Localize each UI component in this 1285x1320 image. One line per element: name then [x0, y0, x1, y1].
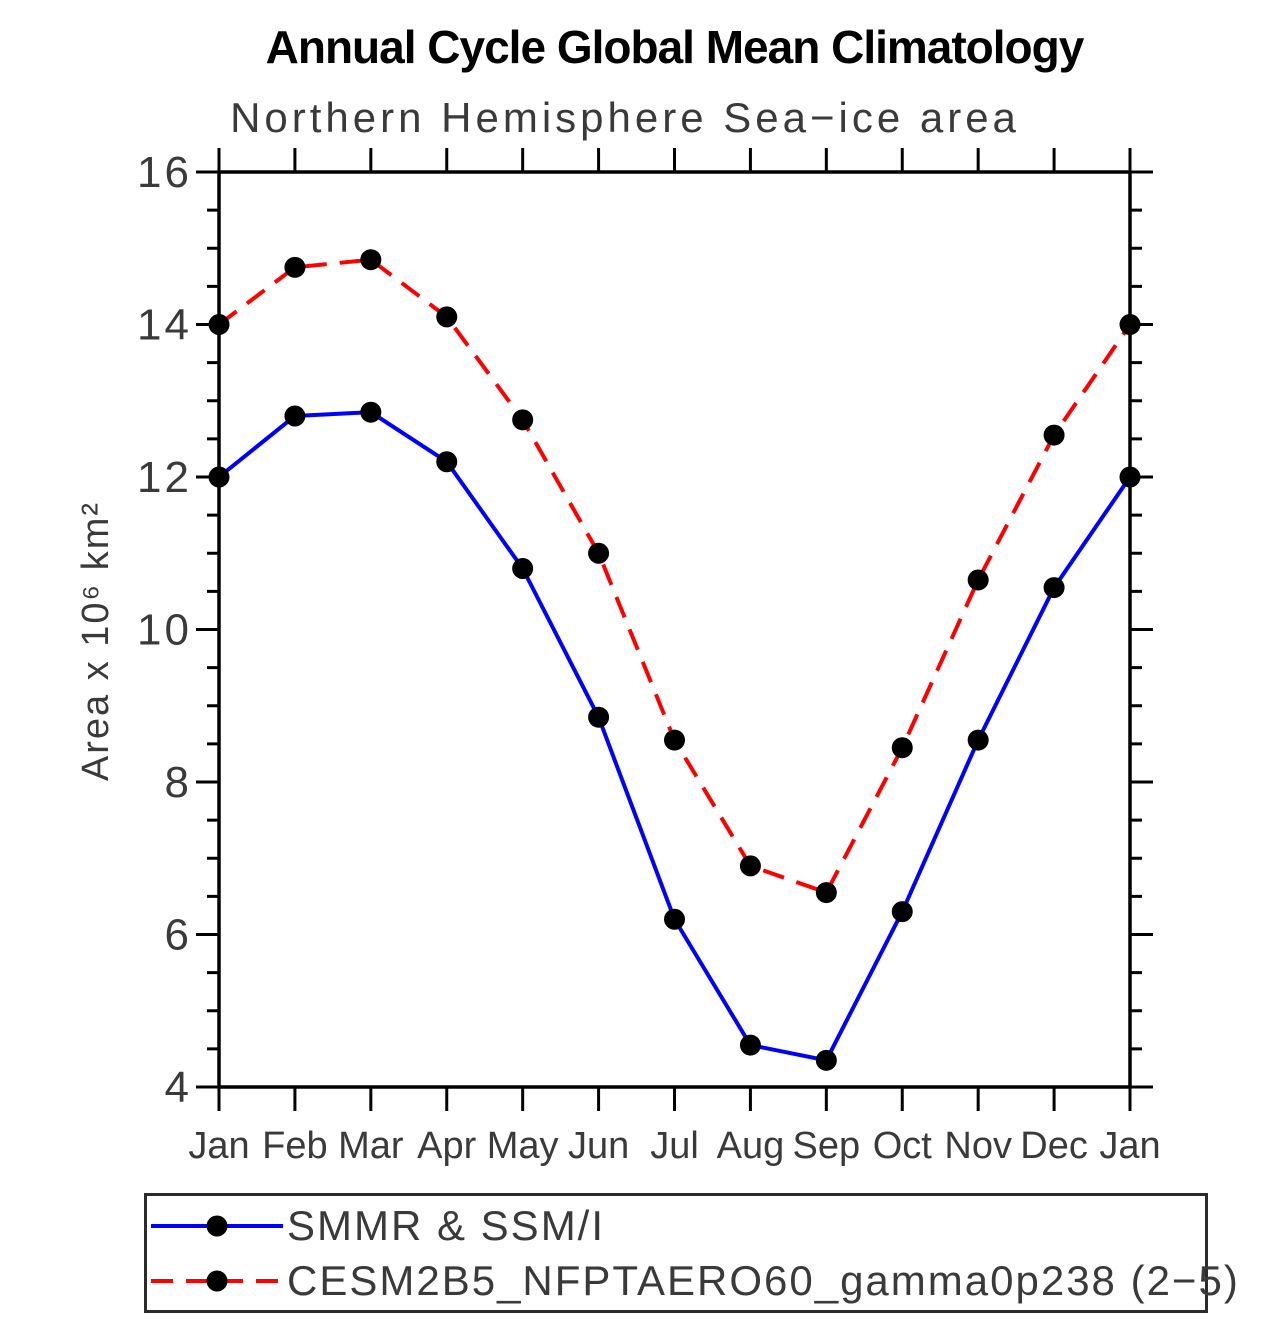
data-point-marker — [208, 466, 230, 488]
plot-frame — [217, 170, 1132, 1089]
data-point-marker — [664, 908, 685, 930]
x-axis-tick-label: Feb — [262, 1125, 327, 1167]
data-point-marker — [284, 405, 306, 427]
x-axis-tick-label: Dec — [1020, 1125, 1088, 1167]
chart-title: Annual Cycle Global Mean Climatology — [265, 21, 1085, 73]
x-axis-tick-label: Mar — [338, 1125, 404, 1167]
legend-label-cesm: CESM2B5_NFPTAERO60_gamma0p238 (2−5) — [287, 1256, 1240, 1304]
legend-sample-marker — [206, 1270, 228, 1291]
data-point-marker — [512, 558, 534, 579]
data-point-marker — [512, 409, 534, 431]
data-point-marker — [588, 542, 610, 564]
data-point-marker — [967, 729, 989, 751]
data-point-marker — [208, 314, 230, 335]
legend-swatch-solid-line — [151, 1215, 283, 1236]
data-point-marker — [1119, 466, 1141, 488]
legend-item-smmr: SMMR & SSM/I — [147, 1198, 1205, 1253]
x-axis-tick-label: Jan — [1099, 1125, 1160, 1167]
data-point-marker — [436, 451, 458, 473]
x-axis-tick-label: May — [487, 1125, 559, 1167]
x-axis-tick-label: Nov — [944, 1125, 1012, 1167]
data-point-marker — [436, 306, 458, 328]
data-point-marker — [739, 855, 761, 877]
legend-box: SMMR & SSM/I CESM2B5_NFPTAERO60_gamma0p2… — [144, 1193, 1238, 1313]
data-point-marker — [815, 882, 837, 904]
data-point-marker — [891, 901, 913, 923]
x-axis-tick-label: Jun — [568, 1125, 629, 1167]
data-point-marker — [815, 1049, 837, 1071]
x-axis-tick-label: Oct — [873, 1125, 933, 1167]
x-axis-tick-label: Apr — [417, 1125, 476, 1167]
y-axis-tick-label: 14 — [137, 301, 192, 350]
data-point-marker — [588, 706, 610, 728]
data-point-marker — [360, 249, 382, 271]
x-axis-tick-label: Jul — [650, 1125, 699, 1167]
data-point-marker — [1119, 314, 1141, 335]
chart-subtitle: Northern Hemisphere Sea−ice area — [230, 94, 1020, 141]
data-point-marker — [891, 737, 913, 759]
x-axis-tick-label: Aug — [717, 1125, 785, 1167]
legend-item-cesm: CESM2B5_NFPTAERO60_gamma0p238 (2−5) — [147, 1253, 1238, 1308]
x-axis-tick-label: Jan — [188, 1125, 249, 1167]
legend-label-smmr: SMMR & SSM/I — [287, 1201, 606, 1249]
data-point-marker — [360, 401, 382, 423]
y-axis-tick-label: 8 — [165, 758, 192, 807]
data-point-marker — [284, 256, 306, 278]
y-axis-tick-label: 12 — [137, 453, 192, 502]
series-line-1 — [217, 257, 1132, 896]
legend-sample-marker — [206, 1215, 228, 1236]
legend-swatch-dashed-line — [151, 1270, 283, 1291]
y-axis-tick-label: 10 — [137, 606, 192, 655]
y-axis-tick-label: 6 — [165, 911, 192, 960]
data-point-marker — [1043, 577, 1065, 599]
y-axis-tick-label: 4 — [165, 1063, 192, 1112]
x-axis-tick-label: Sep — [793, 1125, 861, 1167]
data-point-marker — [967, 569, 989, 591]
data-point-marker — [739, 1034, 761, 1056]
data-point-marker — [664, 729, 685, 751]
y-axis-tick-label: 16 — [137, 148, 192, 197]
data-point-marker — [1043, 424, 1065, 446]
